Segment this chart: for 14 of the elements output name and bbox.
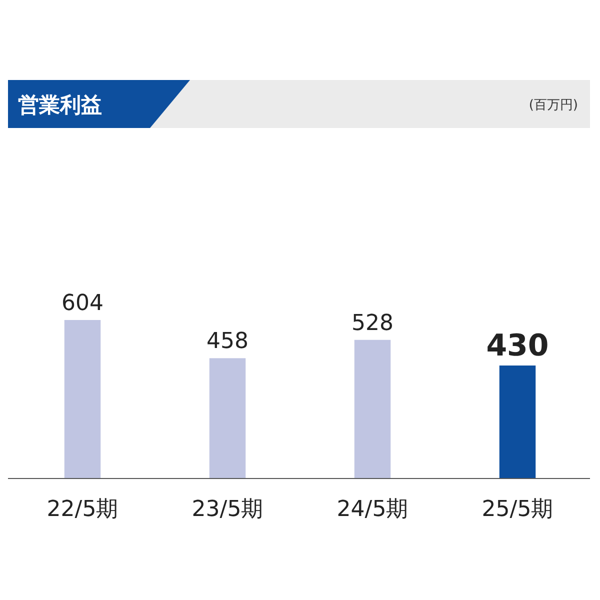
text: (百万円) bbox=[528, 98, 578, 113]
bar bbox=[499, 366, 536, 478]
x-tick-label: 24/5期 bbox=[336, 497, 408, 522]
x-tick-label: 25/5期 bbox=[482, 497, 554, 522]
data-label: 604 bbox=[62, 291, 104, 316]
data-label: 528 bbox=[352, 310, 394, 336]
bar bbox=[354, 340, 391, 478]
chart-title: 営業利益 bbox=[18, 93, 102, 117]
x-tick-label: 22/5期 bbox=[46, 497, 118, 522]
data-label: 430 bbox=[486, 328, 549, 364]
data-label: 458 bbox=[206, 329, 248, 354]
bar bbox=[64, 320, 101, 478]
x-tick-label: 23/5期 bbox=[192, 497, 264, 522]
bar bbox=[209, 358, 246, 478]
